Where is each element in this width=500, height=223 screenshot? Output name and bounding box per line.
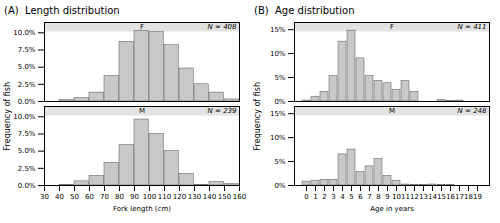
svg-text:Age in years: Age in years xyxy=(370,205,414,213)
svg-text:Fork length (cm): Fork length (cm) xyxy=(113,205,171,213)
html-text:(A) Length distribution: (A) Length distribution xyxy=(4,5,120,16)
svg-text:13: 13 xyxy=(419,193,428,201)
svg-text:N = 408: N = 408 xyxy=(208,23,237,31)
svg-text:5: 5 xyxy=(349,193,353,201)
svg-text:2.5%: 2.5% xyxy=(18,165,36,173)
svg-text:10%: 10% xyxy=(270,50,286,58)
svg-text:30: 30 xyxy=(40,193,49,201)
svg-text:5%: 5% xyxy=(274,74,285,82)
svg-text:5.0%: 5.0% xyxy=(18,147,36,155)
svg-text:16: 16 xyxy=(446,193,455,202)
svg-text:11: 11 xyxy=(401,193,410,201)
svg-text:50: 50 xyxy=(70,193,79,201)
svg-text:7.5%: 7.5% xyxy=(18,130,36,138)
svg-text:5.0%: 5.0% xyxy=(18,63,36,71)
svg-text:15: 15 xyxy=(437,193,446,201)
svg-text:8: 8 xyxy=(376,193,380,201)
svg-text:140: 140 xyxy=(203,193,216,201)
svg-text:6: 6 xyxy=(358,193,363,201)
svg-text:80: 80 xyxy=(115,193,124,201)
svg-text:120: 120 xyxy=(173,193,186,201)
svg-text:130: 130 xyxy=(188,193,201,201)
svg-text:N = 248: N = 248 xyxy=(458,107,487,115)
svg-text:5%: 5% xyxy=(274,158,285,166)
svg-text:0%: 0% xyxy=(274,98,285,106)
svg-text:2: 2 xyxy=(322,193,326,201)
svg-text:15%: 15% xyxy=(270,26,286,34)
html-text:(B) Age distribution: (B) Age distribution xyxy=(254,5,355,16)
svg-text:18: 18 xyxy=(464,193,473,201)
svg-text:10%: 10% xyxy=(270,134,286,142)
svg-text:60: 60 xyxy=(85,193,94,201)
svg-text:100: 100 xyxy=(143,193,156,201)
svg-text:3: 3 xyxy=(331,193,335,201)
svg-text:1: 1 xyxy=(313,193,317,201)
html-text:Frequency of fish: Frequency of fish xyxy=(2,81,12,151)
svg-text:7: 7 xyxy=(367,193,371,201)
svg-text:0%: 0% xyxy=(274,182,285,190)
svg-text:4: 4 xyxy=(340,193,345,201)
svg-text:2.5%: 2.5% xyxy=(18,81,36,89)
svg-text:M: M xyxy=(389,107,395,115)
svg-text:M: M xyxy=(139,107,145,115)
svg-text:40: 40 xyxy=(55,193,64,201)
svg-text:14: 14 xyxy=(428,193,437,202)
svg-text:7.5%: 7.5% xyxy=(18,46,36,54)
svg-text:N = 239: N = 239 xyxy=(208,107,237,115)
svg-text:10: 10 xyxy=(392,193,401,201)
svg-text:70: 70 xyxy=(100,193,109,201)
svg-text:19: 19 xyxy=(473,193,482,201)
svg-text:150: 150 xyxy=(218,193,231,201)
svg-text:0: 0 xyxy=(304,193,308,201)
svg-text:10.0%: 10.0% xyxy=(13,113,36,121)
svg-text:90: 90 xyxy=(130,193,139,201)
svg-text:15%: 15% xyxy=(270,110,286,118)
svg-text:10.0%: 10.0% xyxy=(13,29,36,37)
svg-text:N = 411: N = 411 xyxy=(458,23,487,31)
svg-text:F: F xyxy=(140,23,144,31)
svg-text:9: 9 xyxy=(385,193,389,201)
svg-text:17: 17 xyxy=(455,193,464,201)
svg-text:0.0%: 0.0% xyxy=(18,98,36,106)
svg-text:12: 12 xyxy=(410,193,419,201)
svg-text:0.0%: 0.0% xyxy=(18,182,36,190)
svg-text:110: 110 xyxy=(158,193,171,201)
html-text:Frequency of fish: Frequency of fish xyxy=(252,81,262,151)
svg-text:160: 160 xyxy=(233,193,246,201)
svg-text:F: F xyxy=(390,23,394,31)
